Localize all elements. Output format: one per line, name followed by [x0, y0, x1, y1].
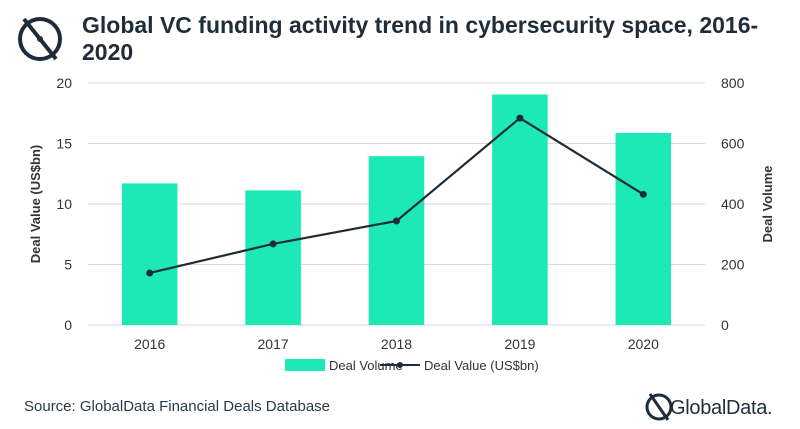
x-tick-label: 2020: [628, 336, 659, 352]
line-point: [639, 190, 647, 198]
bar: [615, 132, 672, 325]
y2-tick-label: 0: [721, 317, 729, 333]
globaldata-logo-icon: [18, 17, 62, 61]
line-point: [146, 269, 154, 277]
source-note: Source: GlobalData Financial Deals Datab…: [24, 398, 330, 415]
y2-tick-label: 200: [721, 257, 745, 273]
bar: [121, 183, 178, 325]
legend-line-label: Deal Value (US$bn): [424, 358, 539, 373]
brand-name: GlobalData.: [670, 397, 773, 419]
x-tick-label: 2017: [258, 336, 289, 352]
x-tick-label: 2019: [504, 336, 535, 352]
page-title: Global VC funding activity trend in cybe…: [82, 12, 759, 65]
y-tick-label: 10: [56, 196, 72, 212]
legend-bar-label: Deal Volume: [329, 358, 403, 373]
y2-tick-label: 600: [721, 136, 745, 152]
legend-item-line: Deal Value (US$bn): [380, 358, 539, 373]
bar: [245, 190, 301, 325]
line-point: [393, 217, 400, 225]
line-point: [269, 240, 277, 248]
x-tick-label: 2016: [134, 336, 165, 352]
y-tick-label: 0: [64, 317, 72, 333]
y2-tick-label: 800: [721, 75, 745, 91]
x-tick-label: 2018: [381, 336, 412, 352]
y2-tick-label: 400: [721, 196, 745, 212]
globaldata-brand-icon: [645, 393, 673, 421]
legend-bar-swatch: [285, 359, 325, 371]
legend-item-bar: Deal Volume: [285, 358, 403, 373]
y-tick-label: 15: [56, 136, 72, 152]
y-tick-label: 20: [56, 75, 72, 91]
y-axis-title: Deal Value (US$bn): [28, 145, 43, 263]
bar: [368, 156, 425, 325]
y-tick-label: 5: [64, 257, 72, 273]
line-point: [516, 114, 524, 122]
y2-axis-title: Deal Volume: [760, 165, 775, 242]
legend-line-swatch: [380, 362, 420, 368]
